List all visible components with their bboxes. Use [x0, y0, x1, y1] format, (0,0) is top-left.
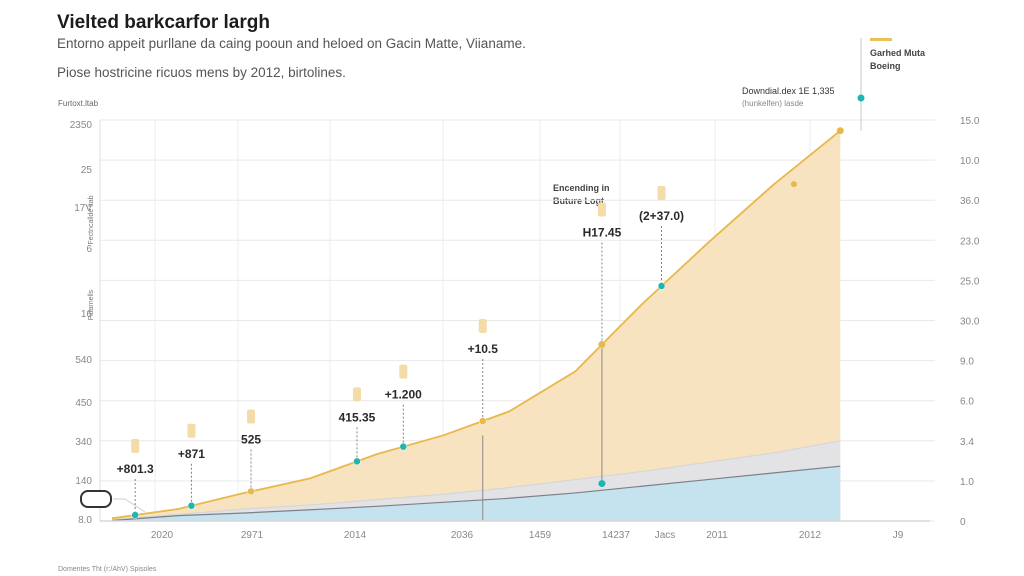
- right-y-tick-label: 15.0: [960, 116, 980, 127]
- annotation-icon: [187, 423, 196, 438]
- top-annotation-line1: Downdial.dex 1E 1,335: [742, 86, 835, 96]
- leaders: [134, 38, 862, 521]
- left-marker-connector: [113, 498, 146, 513]
- side-annotation-line2: Buture Logt: [553, 196, 604, 206]
- right-y-tick-label: 23.0: [960, 236, 980, 247]
- data-point: [598, 480, 606, 488]
- data-point: [598, 341, 606, 349]
- data-point: [790, 181, 797, 188]
- right-y-tick-label: 9.0: [960, 357, 974, 368]
- x-tick-label: 2011: [706, 530, 728, 541]
- data-point: [131, 511, 139, 519]
- left-marker: [80, 490, 112, 508]
- series-line: [111, 440, 841, 521]
- x-tick-label: 2971: [241, 530, 264, 541]
- top-annotation: Downdial.dex 1E 1,335 (hunkelfen) lasde: [742, 86, 835, 108]
- side-annotation: Encending in Buture Logt: [553, 182, 610, 208]
- data-label: 415.35: [339, 410, 376, 424]
- data-point: [479, 417, 487, 425]
- footnote: Domentes Tht (r:/AhV) Spisoles: [58, 566, 157, 573]
- chart-title: Vielted barkcarfor largh: [57, 12, 270, 33]
- x-tick-label: 2012: [799, 530, 822, 541]
- left-axis-rotated-label: Fidarnells: [88, 289, 95, 320]
- data-label: (2+37.0): [639, 209, 684, 223]
- y-unit-label: Furtoxt.ltab: [58, 99, 99, 108]
- annotation-icon: [131, 439, 140, 454]
- right-y-tick-label: 1.0: [960, 477, 974, 488]
- right-y-tick-label: 30.0: [960, 317, 980, 328]
- left-y-tick-label: 8.0: [78, 515, 92, 526]
- right-y-tick-label: 6.0: [960, 397, 974, 408]
- data-point: [399, 442, 408, 451]
- left-y-tick-label: 16: [81, 309, 93, 320]
- top-annotation-line2: (hunkelfen) lasde: [742, 99, 804, 108]
- labels: 15.0 10.0 36.0 23.0 25.0 30.0 9.0 6.0 3.4 1.0 0 235…: [70, 116, 980, 541]
- area-main: [112, 130, 841, 521]
- data-label: 525: [241, 432, 261, 446]
- data-point: [187, 502, 196, 510]
- data-point: [657, 282, 666, 290]
- data-label: +801.3: [117, 462, 154, 476]
- right-y-tick-label: 3.4: [960, 437, 974, 448]
- left-y-tick-label: 17V: [74, 203, 92, 214]
- data-point: [353, 457, 361, 466]
- x-tick-label: 2020: [151, 530, 174, 541]
- series-line: [111, 129, 841, 520]
- chart-subtitle-2: Piose hostricine ricuos mens by 2012, bi…: [57, 65, 346, 80]
- right-y-tick-label: 10.0: [960, 156, 980, 167]
- annotation-icon: [657, 186, 666, 201]
- side-annotation-line1: Encending in: [553, 183, 610, 193]
- right-y-tick-label: 36.0: [960, 196, 980, 207]
- left-y-tick-label: 2350: [70, 120, 93, 131]
- left-y-tick-label: 540: [75, 355, 92, 366]
- data-point: [836, 127, 844, 135]
- data-label: +1.200: [385, 388, 422, 402]
- left-y-tick-label: 25: [81, 165, 93, 176]
- data-point: [857, 94, 865, 102]
- annotation-icon: [399, 364, 408, 379]
- annotation-icon: [247, 409, 256, 424]
- right-y-tick-label: 25.0: [960, 276, 980, 287]
- data-point: [247, 487, 255, 496]
- legend-swatch: [870, 38, 892, 41]
- legend-label-1: Garhed Muta: [870, 48, 926, 58]
- data-label: +10.5: [468, 342, 499, 356]
- areas: [111, 129, 841, 522]
- series-line: [111, 465, 841, 522]
- x-tick-label: J9: [893, 530, 904, 541]
- left-y-tick-label: 6: [86, 244, 92, 255]
- area-blue: [112, 466, 841, 521]
- axes: [80, 490, 930, 522]
- legend-label-2: Boeing: [870, 61, 901, 71]
- left-y-tick-label: 340: [75, 437, 92, 448]
- x-tick-label: 2036: [451, 530, 474, 541]
- annotation-icon: [352, 387, 361, 402]
- left-y-tick-label: 450: [75, 398, 92, 409]
- x-tick-label: 14237: [602, 530, 630, 541]
- data-label: +871: [178, 447, 205, 461]
- left-axis-rotated-label: Fectncallde ltab: [88, 195, 95, 244]
- left-y-tick-label: 140: [75, 476, 92, 487]
- legend: Garhed Muta Boeing: [870, 38, 990, 73]
- chart-subtitle-1: Entorno appeit purllane da caing pooun a…: [57, 36, 526, 51]
- annotation-icon: [597, 202, 606, 217]
- x-tick-label: 1459: [529, 530, 552, 541]
- data-label: H17.45: [583, 226, 622, 240]
- x-tick-label: 2014: [344, 530, 367, 541]
- points: [131, 94, 865, 519]
- right-y-tick-label: 0: [960, 517, 966, 528]
- annotation-icon: [478, 319, 487, 334]
- x-tick-label: Jacs: [655, 530, 676, 541]
